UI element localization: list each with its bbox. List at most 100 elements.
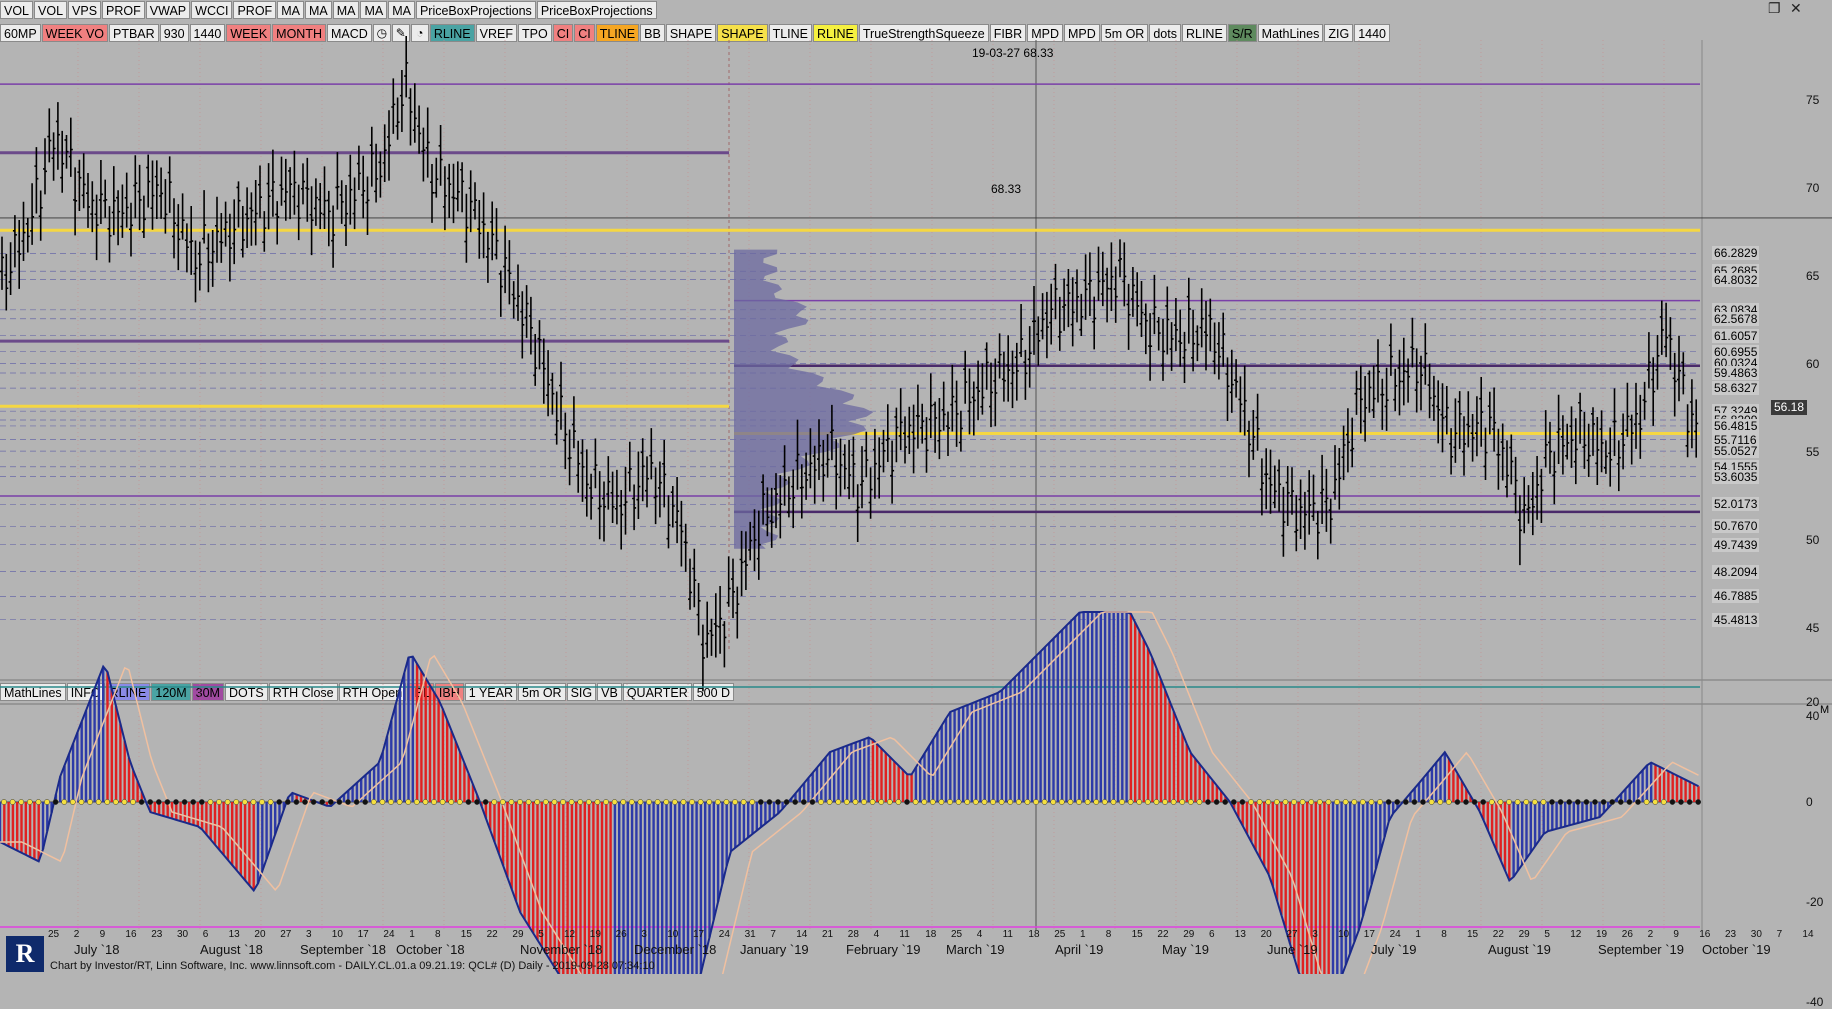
- level-label: 58.6327: [1712, 381, 1760, 396]
- toolbar-button-vol[interactable]: VOL: [0, 1, 34, 19]
- current-price-badge: 56.18: [1771, 400, 1808, 415]
- clock-icon[interactable]: ◷: [372, 24, 391, 42]
- toolbar-button-shape[interactable]: SHAPE: [717, 24, 768, 42]
- toolbar-button-ma[interactable]: MA: [388, 1, 415, 19]
- price-bar: [1358, 365, 1363, 434]
- toolbar-button-week[interactable]: WEEK: [226, 24, 272, 42]
- price-bar: [1238, 376, 1243, 433]
- price-bar: [408, 88, 413, 146]
- price-bar: [163, 179, 168, 234]
- price-bar: [1668, 317, 1673, 370]
- toolbar-button-prof[interactable]: PROF: [102, 1, 145, 19]
- toolbar-button-s-r[interactable]: S/R: [1227, 24, 1257, 42]
- price-chart[interactable]: [0, 0, 1832, 974]
- toolbar-button-vps[interactable]: VPS: [68, 1, 102, 19]
- toolbar-button-5m-or[interactable]: 5m OR: [1100, 24, 1149, 42]
- zero-dot: [1179, 799, 1186, 805]
- price-bar: [653, 467, 658, 525]
- toolbar-button-ci[interactable]: CI: [552, 24, 574, 42]
- toolbar-button-dots[interactable]: dots: [1149, 24, 1181, 42]
- price-bar: [1565, 423, 1570, 460]
- zero-dot: [1445, 799, 1452, 805]
- date-tick: 22: [1492, 929, 1504, 940]
- zero-dot: [1050, 799, 1057, 805]
- toolbar-button-mpd[interactable]: MPD: [1027, 24, 1063, 42]
- zero-dot: [1463, 799, 1469, 805]
- month-label: April `19: [1055, 942, 1104, 957]
- zero-dot: [878, 799, 885, 805]
- toolbar-button-vwap[interactable]: VWAP: [145, 1, 191, 19]
- price-bar: [1492, 387, 1497, 452]
- toolbar-button-ptbar[interactable]: PTBAR: [109, 24, 159, 42]
- close-window-icon[interactable]: ✕: [1790, 0, 1802, 16]
- toolbar-button-truestrengthsqueeze[interactable]: TrueStrengthSqueeze: [858, 24, 989, 42]
- restore-window-icon[interactable]: ❐: [1768, 0, 1781, 16]
- price-bar: [1616, 440, 1621, 492]
- zero-dot: [1222, 799, 1229, 805]
- toolbar-button-ci[interactable]: CI: [574, 24, 595, 42]
- toolbar-button-ma[interactable]: MA: [277, 1, 304, 19]
- price-axis-tick: 75: [1806, 93, 1820, 107]
- toolbar-button-mathlines[interactable]: MathLines: [1257, 24, 1324, 42]
- toolbar-button-tline[interactable]: TLINE: [768, 24, 813, 42]
- toolbar-button-wcci[interactable]: WCCI: [191, 1, 233, 19]
- toolbar-button-macd[interactable]: MACD: [327, 24, 372, 42]
- toolbar-button-60mp[interactable]: 60MP: [0, 24, 41, 42]
- date-tick: 28: [847, 929, 859, 940]
- toolbar-button-1440[interactable]: 1440: [189, 24, 226, 42]
- zero-dot: [1239, 799, 1246, 805]
- date-tick: 16: [125, 929, 137, 940]
- toolbar-button-1440[interactable]: 1440: [1354, 24, 1390, 42]
- price-bar: [920, 403, 925, 444]
- toolbar-button-930[interactable]: 930: [159, 24, 189, 42]
- price-bar: [60, 130, 65, 193]
- zero-dot: [1119, 799, 1125, 805]
- date-tick: 6: [1209, 929, 1215, 940]
- toolbar-button-vref[interactable]: VREF: [475, 24, 517, 42]
- price-bar: [933, 401, 938, 453]
- price-bar: [391, 78, 396, 134]
- zero-dot: [732, 799, 738, 805]
- footer-info: Chart by Investor/RT, Linn Software, Inc…: [50, 960, 655, 972]
- toolbar-button-week-vo[interactable]: WEEK VO: [41, 24, 108, 42]
- price-bar: [120, 184, 125, 238]
- zero-dot: [1377, 799, 1383, 805]
- toolbar-button-ma[interactable]: MA: [332, 1, 360, 19]
- zero-dot: [1695, 799, 1702, 805]
- zero-dot: [852, 799, 859, 805]
- price-bar: [718, 585, 723, 654]
- toolbar-button-mpd[interactable]: MPD: [1063, 24, 1100, 42]
- toolbar-button-ma[interactable]: MA: [360, 1, 388, 19]
- globe-icon[interactable]: ◔: [410, 24, 429, 42]
- price-bar: [589, 473, 594, 520]
- toolbar-button-priceboxprojections[interactable]: PriceBoxProjections: [536, 1, 657, 19]
- toolbar-button-fibr[interactable]: FIBR: [989, 24, 1027, 42]
- toolbar-button-tline[interactable]: TLINE: [595, 24, 640, 42]
- toolbar-button-zig[interactable]: ZIG: [1324, 24, 1354, 42]
- price-bar: [1087, 252, 1092, 317]
- toolbar-button-shape[interactable]: SHAPE: [665, 24, 717, 42]
- zero-dot: [1058, 799, 1065, 805]
- price-bar: [1010, 350, 1015, 409]
- toolbar-button-ma[interactable]: MA: [304, 1, 332, 19]
- price-bar: [1569, 406, 1574, 468]
- toolbar-button-tpo[interactable]: TPO: [517, 24, 552, 42]
- pencil-icon[interactable]: ✎: [391, 24, 410, 42]
- price-bar: [756, 510, 761, 580]
- price-bar: [937, 398, 942, 460]
- toolbar-button-rline[interactable]: RLINE: [813, 24, 858, 42]
- toolbar-button-bb[interactable]: BB: [640, 24, 665, 42]
- toolbar-button-rline[interactable]: RLINE: [1181, 24, 1227, 42]
- toolbar-button-month[interactable]: MONTH: [272, 24, 326, 42]
- zero-dot: [413, 799, 420, 805]
- toolbar-button-rline[interactable]: RLINE: [429, 24, 475, 42]
- zero-dot: [198, 799, 205, 805]
- zero-dot: [61, 799, 68, 805]
- level-label: 48.2094: [1712, 564, 1760, 579]
- price-bar: [1517, 495, 1522, 566]
- zero-dot: [1609, 799, 1616, 805]
- level-label: 62.5678: [1712, 311, 1760, 326]
- toolbar-button-prof[interactable]: PROF: [233, 1, 277, 19]
- toolbar-button-vol[interactable]: VOL: [34, 1, 68, 19]
- toolbar-button-priceboxprojections[interactable]: PriceBoxProjections: [415, 1, 536, 19]
